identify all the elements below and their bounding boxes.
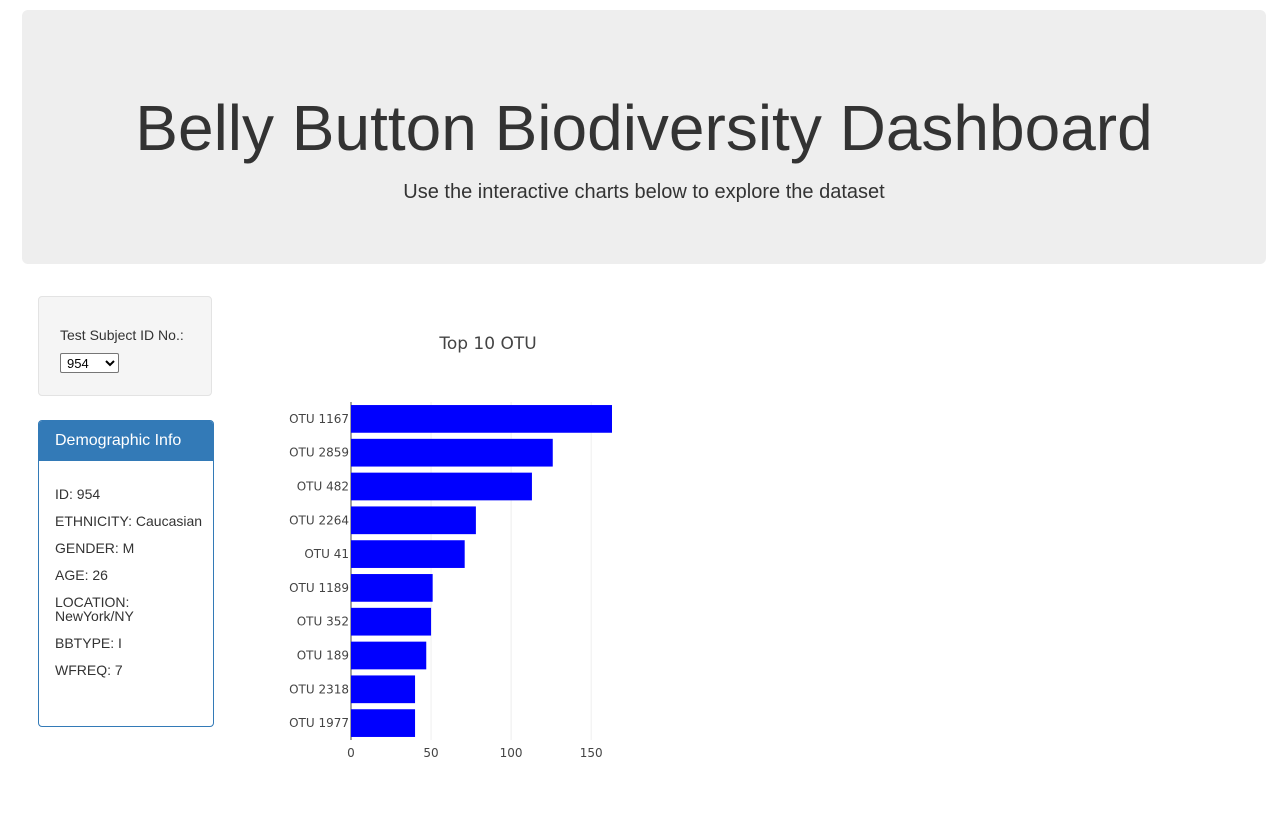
demographic-row-bbtype: BBTYPE: I xyxy=(55,635,122,651)
chart-y-tick-labels: OTU 1167 OTU 2859 OTU 482 OTU 2264 OTU 41 OTU… xyxy=(289,412,349,730)
top-otu-bar-chart[interactable]: Top 10 OTU OTU 1167 OTU 2859 OTU 482 OTU 22… xyxy=(260,320,680,780)
page-title: Belly Button Biodiversity Dashboard xyxy=(135,92,1153,164)
demographic-info-body: ID: 954 ETHNICITY: Caucasian GENDER: M A… xyxy=(39,461,213,677)
page-subtitle: Use the interactive charts below to expl… xyxy=(403,181,885,203)
bar[interactable] xyxy=(351,438,553,467)
y-tick-label: OTU 2859 xyxy=(289,446,349,460)
demographic-info-panel: Demographic Info ID: 954 ETHNICITY: Cauc… xyxy=(38,420,214,727)
chart-title: Top 10 OTU xyxy=(438,334,536,354)
bar[interactable] xyxy=(351,574,433,602)
demographic-row-location: LOCATION: NewYork/NY xyxy=(55,594,134,624)
subject-selector-label: Test Subject ID No.: xyxy=(60,327,184,343)
y-tick-label: OTU 41 xyxy=(304,547,349,561)
subject-id-select[interactable]: 954 xyxy=(60,353,119,373)
bar[interactable] xyxy=(351,506,476,535)
x-tick-label: 0 xyxy=(347,746,355,760)
demographic-row-id: ID: 954 xyxy=(55,486,101,502)
y-tick-label: OTU 482 xyxy=(297,480,349,494)
demographic-row-ethnicity: ETHNICITY: Caucasian xyxy=(55,513,203,529)
bar-chart-svg: Top 10 OTU OTU 1167 OTU 2859 OTU 482 OTU 22… xyxy=(289,334,612,760)
x-tick-label: 50 xyxy=(423,746,438,760)
y-tick-label: OTU 2264 xyxy=(289,513,349,527)
demographic-row-age: AGE: 26 xyxy=(55,567,108,583)
bar[interactable] xyxy=(351,472,532,501)
y-tick-label: OTU 189 xyxy=(297,649,349,663)
y-tick-label: OTU 1189 xyxy=(289,581,349,595)
chart-bars xyxy=(351,405,612,737)
y-tick-label: OTU 2318 xyxy=(289,682,349,696)
demographic-row-gender: GENDER: M xyxy=(55,540,135,556)
y-tick-label: OTU 352 xyxy=(297,615,349,629)
bar[interactable] xyxy=(351,709,416,737)
x-tick-label: 100 xyxy=(500,746,523,760)
bar[interactable] xyxy=(351,675,416,704)
subject-selector-well: Test Subject ID No.: 954 xyxy=(38,296,212,396)
y-tick-label: OTU 1167 xyxy=(289,412,349,426)
demographic-info-heading: Demographic Info xyxy=(39,421,213,461)
bar[interactable] xyxy=(351,540,465,568)
x-tick-label: 150 xyxy=(580,746,603,760)
bar[interactable] xyxy=(351,405,612,433)
header-jumbotron: Belly Button Biodiversity Dashboard Use … xyxy=(22,10,1266,264)
y-tick-label: OTU 1977 xyxy=(289,716,349,730)
chart-x-tick-labels: 0 50 100 150 xyxy=(347,746,602,760)
bar[interactable] xyxy=(351,607,432,636)
demographic-row-wfreq: WFREQ: 7 xyxy=(55,662,123,678)
bar[interactable] xyxy=(351,641,427,670)
